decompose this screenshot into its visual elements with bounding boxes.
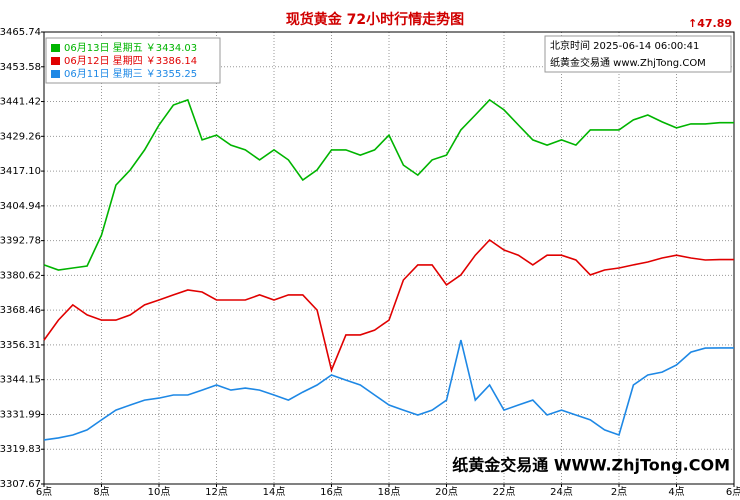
x-tick-label: 22点 [493, 486, 516, 498]
x-tick-label: 4点 [668, 486, 684, 498]
series-line [43, 98, 734, 271]
y-tick-label: 3380.62 [0, 270, 41, 281]
y-tick-label: 3307.67 [0, 479, 41, 490]
watermark: 纸黄金交易通 WWW.ZhjTong.COM [452, 456, 730, 475]
legend [45, 37, 221, 84]
series-line [43, 339, 734, 441]
info-site: 纸黄金交易通 www.ZhjTong.COM [550, 56, 706, 69]
x-tick-label: 2点 [611, 486, 627, 498]
y-tick-label: 3331.99 [0, 409, 41, 420]
legend-swatch [51, 44, 60, 52]
y-tick-label: 3465.74 [0, 27, 41, 38]
legend-label: 06月12日 星期四 ￥3386.14 [64, 55, 197, 67]
y-tick-label: 3441.42 [0, 97, 41, 108]
legend-swatch [51, 70, 60, 78]
x-tick-label: 24点 [550, 486, 573, 498]
x-tick-label: 6点 [726, 486, 740, 498]
x-tick-label: 12点 [205, 486, 228, 498]
y-tick-label: 3417.10 [0, 166, 41, 177]
change: ↑47.89 [688, 17, 732, 30]
info-box [544, 35, 732, 73]
legend-label: 06月11日 星期三 ￥3355.25 [64, 68, 197, 80]
y-tick-label: 3319.83 [0, 444, 41, 455]
info-time: 北京时间 2025-06-14 06:00:41 [550, 39, 699, 52]
y-tick-label: 3344.15 [0, 375, 41, 386]
y-tick-label: 3429.26 [0, 131, 41, 142]
x-tick-label: 18点 [378, 486, 401, 498]
y-tick-label: 3404.94 [0, 201, 41, 212]
x-tick-label: 14点 [263, 486, 286, 498]
y-tick-label: 3453.58 [0, 62, 41, 73]
series-line [43, 238, 734, 373]
x-tick-label: 20点 [435, 486, 458, 498]
x-tick-label: 10点 [148, 486, 171, 498]
x-tick-label: 16点 [320, 486, 343, 498]
y-tick-label: 3368.46 [0, 305, 41, 316]
chart-title: 现货黄金 72小时行情走势图 [286, 11, 464, 28]
legend-swatch [51, 57, 60, 65]
x-tick-label: 8点 [93, 486, 109, 498]
y-tick-label: 3356.31 [0, 340, 41, 351]
y-tick-label: 3392.78 [0, 236, 41, 247]
x-tick-label: 6点 [36, 486, 52, 498]
legend-label: 06月13日 星期五 ￥3434.03 [64, 42, 197, 54]
